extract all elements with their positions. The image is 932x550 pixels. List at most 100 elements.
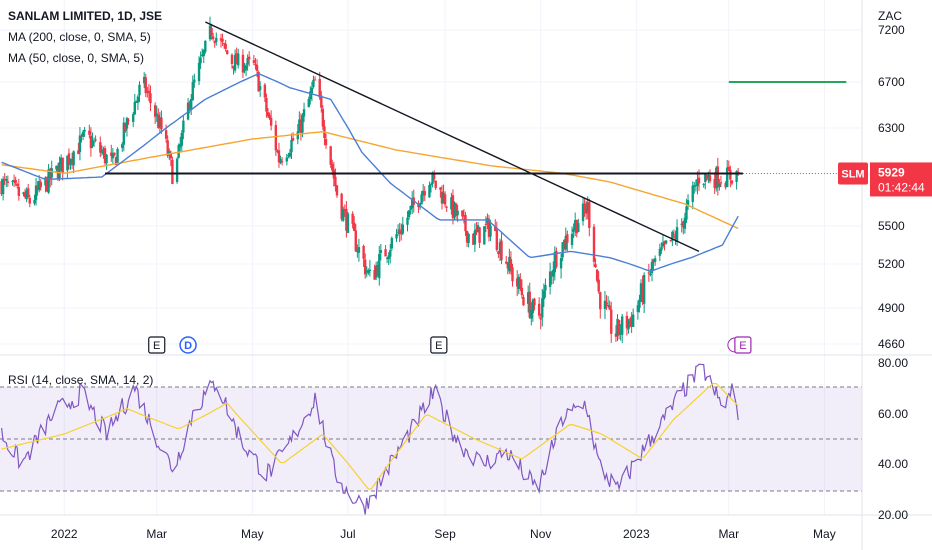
candle-body[interactable] (241, 54, 245, 73)
ma50-legend[interactable]: MA (50, close, 0, SMA, 5) (8, 51, 145, 65)
candle-body[interactable] (649, 274, 652, 276)
candle-body[interactable] (495, 230, 499, 250)
candle-body[interactable] (506, 262, 509, 269)
candle-body[interactable] (89, 135, 93, 149)
candle-body[interactable] (334, 176, 337, 186)
candle-body[interactable] (25, 190, 28, 200)
candle-body[interactable] (58, 162, 61, 180)
candle-body[interactable] (548, 271, 552, 287)
candle-body[interactable] (541, 298, 544, 318)
candle-body[interactable] (487, 218, 491, 237)
candle-body[interactable] (335, 185, 339, 196)
candle-body[interactable] (3, 178, 6, 180)
candle-body[interactable] (483, 226, 486, 245)
candle-body[interactable] (27, 188, 30, 197)
candle-body[interactable] (707, 175, 710, 180)
candle-body[interactable] (631, 314, 635, 327)
candle-body[interactable] (208, 25, 212, 40)
candle-body[interactable] (14, 179, 17, 184)
candle-body[interactable] (581, 203, 585, 222)
candle-body[interactable] (136, 96, 140, 103)
candle-body[interactable] (650, 261, 654, 274)
candle-body[interactable] (33, 199, 36, 204)
candle-body[interactable] (158, 117, 162, 127)
candle-body[interactable] (450, 197, 453, 210)
candle-body[interactable] (693, 185, 696, 187)
candle-body[interactable] (489, 225, 492, 237)
candle-body[interactable] (310, 87, 314, 94)
candle-body[interactable] (467, 234, 470, 244)
candle-body[interactable] (713, 179, 716, 188)
candle-body[interactable] (661, 242, 665, 247)
candle-body[interactable] (531, 299, 535, 313)
candle-body[interactable] (94, 139, 97, 141)
dividend-marker[interactable] (179, 336, 197, 354)
candle-body[interactable] (290, 139, 293, 153)
candle-body[interactable] (296, 131, 299, 140)
candle-body[interactable] (157, 114, 160, 128)
candle-body[interactable] (400, 231, 403, 235)
candle-body[interactable] (67, 153, 71, 164)
candle-body[interactable] (202, 50, 205, 57)
candle-body[interactable] (456, 210, 459, 216)
candle-body[interactable] (476, 225, 480, 233)
candle-body[interactable] (1, 179, 5, 194)
candle-body[interactable] (291, 138, 295, 141)
candle-body[interactable] (553, 252, 557, 273)
candle-body[interactable] (605, 302, 608, 305)
candle-body[interactable] (12, 180, 16, 182)
candle-body[interactable] (55, 165, 58, 170)
candle-body[interactable] (583, 203, 586, 210)
candle-body[interactable] (45, 177, 49, 192)
candle-body[interactable] (520, 287, 524, 296)
candle-body[interactable] (420, 194, 423, 205)
candle-body[interactable] (398, 229, 401, 234)
candle-body[interactable] (594, 264, 597, 268)
candle-body[interactable] (356, 251, 359, 253)
candle-body[interactable] (135, 100, 138, 103)
candle-body[interactable] (680, 223, 683, 226)
candle-body[interactable] (287, 155, 290, 157)
candle-body[interactable] (683, 217, 687, 229)
candle-body[interactable] (16, 184, 19, 186)
candle-body[interactable] (69, 160, 72, 166)
candle-body[interactable] (362, 245, 365, 259)
candle-body[interactable] (105, 154, 108, 164)
candle-body[interactable] (190, 99, 193, 110)
candle-body[interactable] (443, 194, 447, 205)
candle-body[interactable] (374, 265, 378, 278)
candle-body[interactable] (599, 292, 602, 310)
candle-body[interactable] (102, 149, 105, 155)
candle-body[interactable] (550, 272, 553, 276)
candle-body[interactable] (660, 247, 663, 251)
candle-body[interactable] (378, 253, 381, 279)
candle-body[interactable] (406, 217, 409, 225)
candle-body[interactable] (423, 191, 426, 196)
candle-body[interactable] (66, 155, 69, 171)
candle-body[interactable] (56, 168, 60, 179)
candle-body[interactable] (730, 180, 734, 184)
candle-body[interactable] (428, 185, 431, 198)
candle-body[interactable] (274, 125, 278, 151)
candle-body[interactable] (280, 161, 284, 163)
candle-body[interactable] (235, 53, 238, 65)
candle-body[interactable] (5, 179, 8, 181)
candle-body[interactable] (619, 332, 622, 335)
candle-body[interactable] (533, 298, 536, 306)
candle-body[interactable] (658, 249, 662, 256)
candle-body[interactable] (246, 57, 249, 65)
candle-body[interactable] (716, 166, 720, 187)
candle-body[interactable] (211, 36, 215, 40)
candle-body[interactable] (121, 144, 124, 149)
candle-body[interactable] (59, 157, 63, 164)
candle-body[interactable] (555, 250, 558, 267)
candle-body[interactable] (387, 255, 390, 260)
candle-body[interactable] (343, 209, 346, 211)
candle-body[interactable] (175, 158, 179, 183)
candle-body[interactable] (522, 297, 525, 306)
candle-body[interactable] (552, 269, 555, 277)
candle-body[interactable] (83, 129, 86, 132)
candle-body[interactable] (616, 318, 619, 336)
candle-body[interactable] (727, 166, 730, 172)
